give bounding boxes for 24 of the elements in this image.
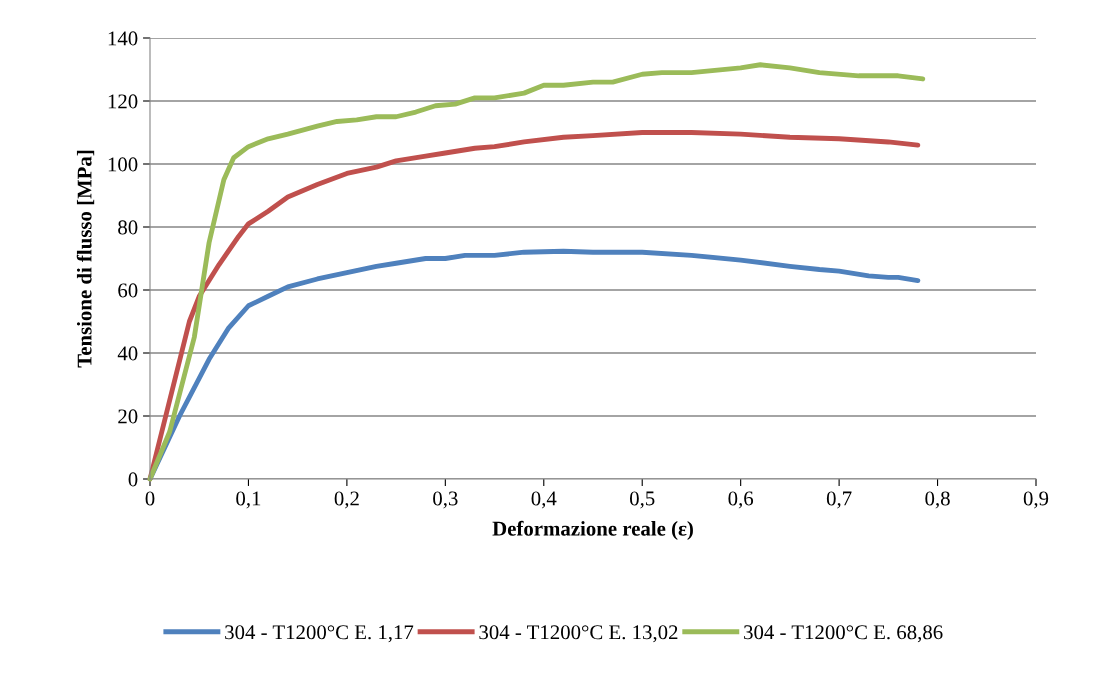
line-series <box>147 62 926 482</box>
y-tick-label: 140 <box>108 31 138 46</box>
x-tick-label: 0 <box>145 491 155 506</box>
legend-label: 304 - T1200°C E. 68,86 <box>744 625 943 643</box>
y-tick-label: 60 <box>118 283 138 298</box>
y-tick-label: 20 <box>118 409 138 424</box>
x-tick-label: 0,7 <box>826 491 852 509</box>
x-tick-label: 0,9 <box>1023 491 1049 509</box>
y-tick-label: 100 <box>108 157 138 172</box>
x-tick-label: 0,8 <box>925 491 950 509</box>
y-tick-label: 120 <box>108 94 138 109</box>
x-tick-label: 0,5 <box>630 491 655 509</box>
legend-label: 304 - T1200°C E. 1,17 <box>225 625 414 643</box>
y-tick-label: 80 <box>118 220 138 235</box>
x-axis-title: Deformazione reale (ε) <box>492 520 693 540</box>
legend-label: 304 - T1200°C E. 13,02 <box>479 625 678 643</box>
y-axis-title: Tensione di flusso [MPa] <box>76 150 95 368</box>
x-tick-label: 0,4 <box>531 491 557 509</box>
x-tick-label: 0,6 <box>728 491 754 509</box>
x-tick-label: 0,2 <box>334 491 359 509</box>
x-tick-label: 0,3 <box>433 491 458 509</box>
y-tick-label: 40 <box>117 346 138 361</box>
x-tick-label: 0,1 <box>236 491 261 509</box>
y-tick-label: 0 <box>128 472 138 487</box>
